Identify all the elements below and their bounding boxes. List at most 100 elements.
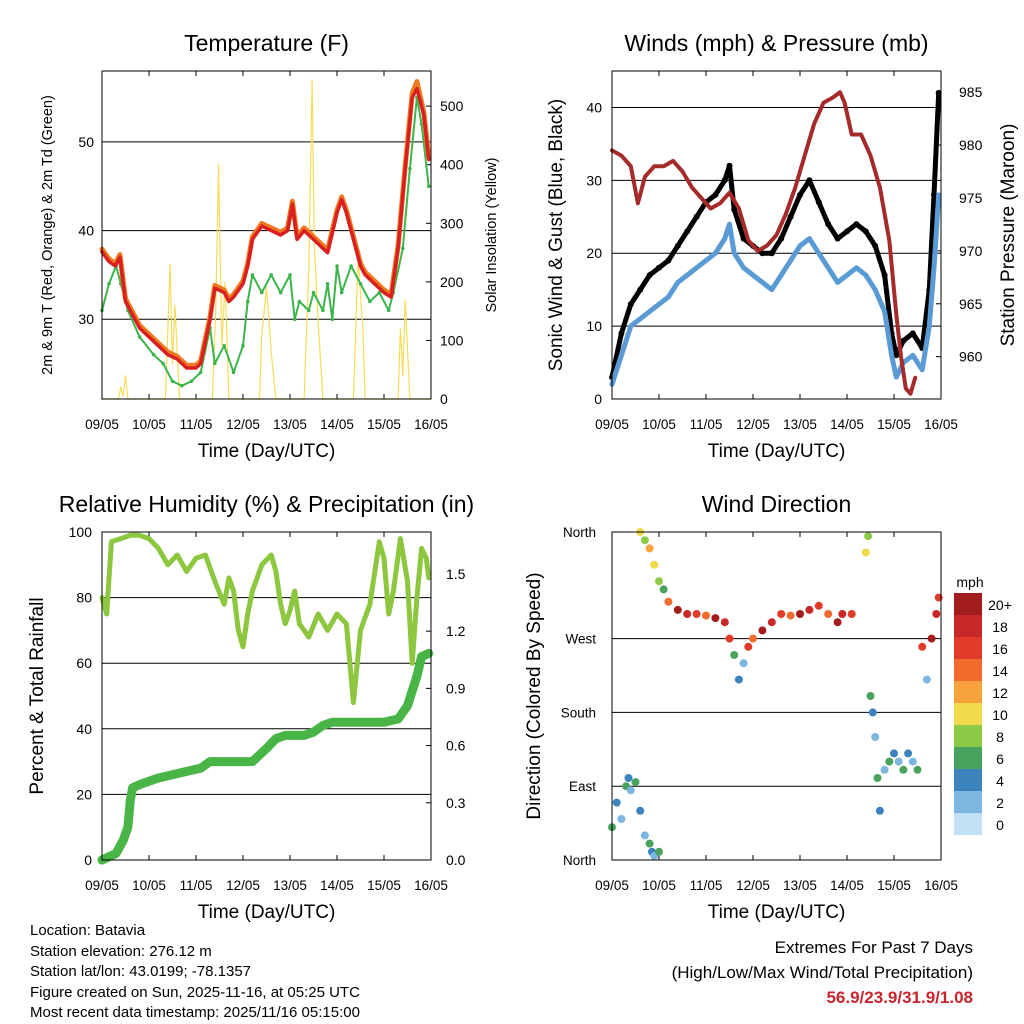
direction-point	[767, 618, 776, 627]
chart-title: Wind Direction	[702, 491, 852, 517]
y-tick-label: 50	[78, 134, 94, 150]
y-tick-label: West	[565, 632, 596, 647]
direction-point	[650, 560, 659, 569]
x-tick-label: 15/05	[367, 417, 401, 432]
y2-tick-label: 0	[440, 391, 448, 407]
x-tick-label: 13/05	[783, 878, 817, 893]
colorbar-swatch	[954, 703, 982, 725]
x-tick-label: 13/05	[783, 417, 817, 432]
direction-point	[899, 765, 908, 774]
gust-line-point	[797, 191, 803, 198]
direction-point	[692, 610, 701, 618]
dewpoint-line-point	[292, 317, 297, 322]
x-tick-label: 14/05	[320, 878, 354, 893]
station-elevation: Station elevation: 276.12 m	[30, 942, 212, 960]
x-tick-label: 12/05	[226, 417, 260, 432]
y-axis-label: Direction (Colored By Speed)	[524, 572, 545, 819]
colorbar-swatch	[954, 791, 982, 813]
direction-point	[866, 692, 875, 700]
dewpoint-line-point	[349, 264, 353, 268]
plot-frame	[611, 70, 942, 400]
colorbar-swatch	[954, 615, 982, 637]
y-tick-label: 40	[78, 223, 94, 239]
y2-tick-label: 0.0	[446, 852, 466, 868]
plot-frame	[101, 531, 432, 861]
direction-point	[730, 651, 739, 659]
gust-line-point	[806, 177, 813, 184]
extremes-title: Extremes For Past 7 Days	[774, 938, 973, 957]
gust-line-point	[815, 199, 822, 206]
direction-point	[659, 585, 668, 594]
gust-line-point	[872, 242, 879, 249]
colorbar-label: 12	[992, 685, 1008, 701]
y2-tick-label: 500	[440, 98, 464, 114]
direction-point	[838, 610, 847, 618]
y2-tick-label: 980	[959, 137, 983, 153]
x-axis-label: Time (Day/UTC)	[198, 441, 336, 462]
solar-insolation-line	[101, 79, 432, 400]
direction-point	[645, 839, 654, 848]
y-tick-label: South	[561, 705, 596, 720]
y-tick-label: 10	[586, 318, 602, 334]
dewpoint-line-point	[151, 352, 156, 357]
gust-line-point	[693, 213, 700, 220]
temp-2m-line	[100, 86, 431, 370]
x-tick-label: 15/05	[877, 417, 911, 432]
dewpoint-line-point	[321, 308, 325, 313]
direction-point	[744, 642, 753, 651]
colorbar-title: mph	[956, 574, 983, 590]
dewpoint-line-point	[401, 246, 405, 251]
gust-line-point	[759, 250, 766, 257]
direction-point	[908, 757, 917, 766]
dewpoint-line-point	[288, 273, 292, 277]
dewpoint-line-point	[335, 264, 339, 268]
colorbar-swatch	[954, 593, 982, 615]
direction-point	[873, 774, 882, 782]
direction-point	[673, 605, 682, 614]
y2-tick-label: 0.3	[446, 795, 466, 811]
chart-title: Relative Humidity (%) & Precipitation (i…	[59, 491, 474, 517]
direction-point	[904, 749, 913, 758]
panel-3: Relative Humidity (%) & Precipitation (i…	[27, 491, 474, 923]
dewpoint-line-point	[241, 344, 245, 348]
direction-point	[739, 659, 748, 668]
gust-line-point	[637, 286, 644, 293]
direction-point	[814, 601, 823, 610]
colorbar-swatch	[954, 725, 982, 747]
colorbar-label: 8	[996, 729, 1004, 745]
gust-line-point	[935, 89, 942, 96]
y-tick-label: 40	[586, 99, 602, 115]
direction-point	[824, 610, 833, 618]
gust-line-point	[853, 221, 860, 228]
direction-point	[913, 765, 922, 774]
gust-line-point	[844, 228, 850, 235]
y2-tick-label: 960	[959, 349, 983, 365]
x-tick-label: 09/05	[85, 878, 119, 893]
y-tick-label: 0	[84, 852, 92, 868]
direction-point	[796, 610, 804, 618]
x-tick-label: 10/05	[642, 878, 676, 893]
direction-point	[711, 614, 720, 623]
colorbar-swatch	[954, 681, 982, 703]
direction-point	[922, 675, 931, 684]
x-tick-label: 12/05	[226, 878, 260, 893]
x-tick-label: 11/05	[690, 878, 723, 893]
x-tick-label: 16/05	[924, 417, 958, 432]
x-tick-label: 09/05	[595, 878, 629, 893]
x-tick-label: 15/05	[877, 878, 911, 893]
y2-tick-label: 965	[959, 296, 983, 312]
colorbar-swatch	[954, 769, 982, 791]
direction-point	[875, 806, 884, 815]
y2-tick-label: 300	[440, 215, 464, 231]
pressure-line	[610, 90, 918, 396]
colorbar-swatch	[954, 747, 982, 769]
direction-point	[861, 548, 870, 557]
colorbar-swatch	[954, 659, 982, 681]
gust-line-point	[900, 337, 907, 344]
gust-line-point	[684, 228, 691, 235]
colorbar-swatch	[954, 813, 982, 835]
direction-point	[805, 605, 814, 614]
y-tick-label: 60	[76, 655, 92, 671]
x-tick-label: 15/05	[367, 878, 401, 893]
